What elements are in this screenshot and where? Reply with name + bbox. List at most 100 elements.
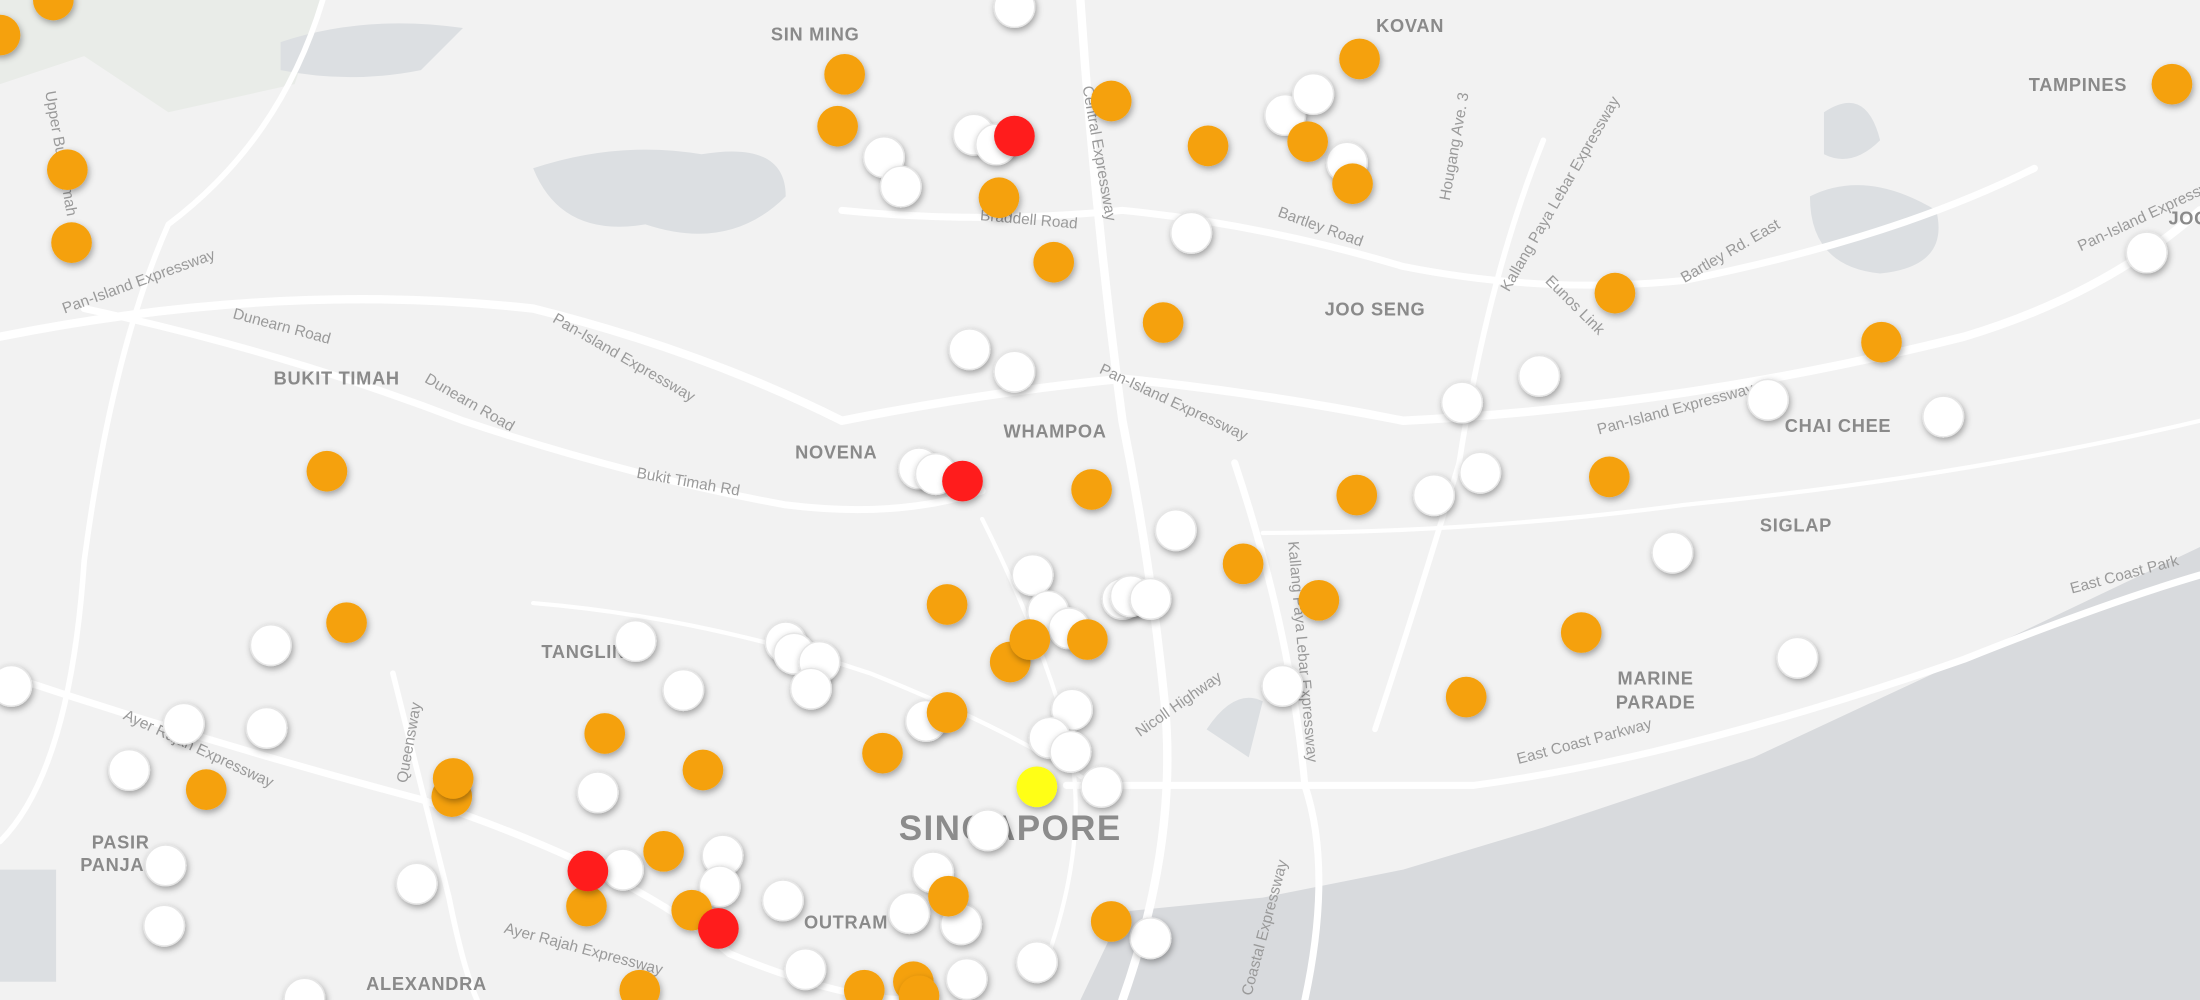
map-marker[interactable] bbox=[1015, 941, 1058, 984]
map-marker[interactable] bbox=[1746, 378, 1789, 421]
map-marker[interactable] bbox=[1033, 241, 1075, 283]
map-marker[interactable] bbox=[576, 771, 619, 814]
map-marker[interactable] bbox=[185, 769, 227, 810]
map-marker[interactable] bbox=[32, 0, 74, 21]
map-marker[interactable] bbox=[245, 706, 288, 749]
map-marker[interactable] bbox=[1339, 38, 1380, 80]
map-marker[interactable] bbox=[162, 702, 205, 745]
map-marker[interactable] bbox=[817, 105, 858, 147]
map-marker[interactable] bbox=[1298, 579, 1340, 621]
map-marker[interactable] bbox=[945, 957, 988, 1000]
map-marker[interactable] bbox=[994, 115, 1035, 157]
map-marker[interactable] bbox=[1336, 474, 1378, 516]
map-marker[interactable] bbox=[1142, 302, 1184, 343]
map-marker[interactable] bbox=[1287, 121, 1328, 162]
district-label: NOVENA bbox=[795, 442, 877, 463]
map-marker[interactable] bbox=[993, 0, 1036, 29]
map-marker[interactable] bbox=[1588, 456, 1630, 498]
map-marker[interactable] bbox=[0, 664, 33, 707]
map-marker[interactable] bbox=[1332, 163, 1373, 205]
map-marker[interactable] bbox=[682, 749, 724, 791]
map-marker[interactable] bbox=[1922, 395, 1965, 438]
map-marker[interactable] bbox=[1651, 531, 1694, 574]
map-marker[interactable] bbox=[698, 865, 741, 908]
map-marker[interactable] bbox=[395, 862, 438, 905]
map-marker[interactable] bbox=[1261, 664, 1304, 707]
map-marker[interactable] bbox=[966, 809, 1009, 852]
map-marker[interactable] bbox=[143, 904, 186, 947]
district-label: CHAI CHEE bbox=[1785, 415, 1892, 436]
map-marker[interactable] bbox=[1292, 72, 1335, 116]
map-marker[interactable] bbox=[1011, 553, 1054, 597]
map-marker[interactable] bbox=[584, 713, 626, 754]
map-marker[interactable] bbox=[761, 879, 804, 922]
map-marker[interactable] bbox=[789, 667, 833, 710]
map-marker[interactable] bbox=[326, 602, 367, 644]
map-marker[interactable] bbox=[2125, 231, 2168, 274]
map-marker[interactable] bbox=[1560, 612, 1602, 653]
map-marker[interactable] bbox=[1080, 765, 1123, 808]
map-marker[interactable] bbox=[993, 350, 1036, 393]
map-marker[interactable] bbox=[1090, 901, 1132, 942]
map-marker[interactable] bbox=[51, 222, 92, 263]
map-marker[interactable] bbox=[1776, 636, 1819, 679]
map-marker[interactable] bbox=[566, 885, 607, 927]
map-marker[interactable] bbox=[2151, 63, 2193, 105]
map-marker[interactable] bbox=[1129, 917, 1172, 960]
map-marker[interactable] bbox=[1445, 676, 1487, 718]
map-marker[interactable] bbox=[144, 844, 187, 887]
map-marker[interactable] bbox=[843, 969, 885, 1000]
map-marker[interactable] bbox=[824, 53, 865, 95]
map-marker[interactable] bbox=[926, 692, 968, 733]
map-marker[interactable] bbox=[1154, 509, 1197, 552]
map-marker[interactable] bbox=[619, 969, 661, 1000]
map-marker[interactable] bbox=[1440, 381, 1484, 424]
map-marker[interactable] bbox=[1594, 272, 1636, 314]
map-marker[interactable] bbox=[567, 850, 609, 892]
map-marker[interactable] bbox=[1412, 474, 1455, 517]
map-marker[interactable] bbox=[1861, 321, 1902, 363]
map-marker[interactable] bbox=[614, 619, 657, 662]
map-marker[interactable] bbox=[942, 460, 983, 502]
district-label: WHAMPOA bbox=[1004, 421, 1107, 442]
map-marker[interactable] bbox=[249, 624, 292, 667]
map-marker[interactable] bbox=[928, 875, 969, 917]
map-marker[interactable] bbox=[432, 758, 474, 799]
district-label: PANJA bbox=[80, 854, 144, 875]
map-marker[interactable] bbox=[1071, 469, 1112, 510]
map-marker[interactable] bbox=[1050, 688, 1093, 731]
map-marker[interactable] bbox=[283, 977, 326, 1000]
map-marker[interactable] bbox=[698, 908, 739, 949]
map-marker[interactable] bbox=[948, 328, 991, 371]
map-marker[interactable] bbox=[978, 177, 1020, 219]
map-marker[interactable] bbox=[47, 149, 88, 191]
map-marker[interactable] bbox=[1187, 125, 1229, 167]
district-label: MARINE bbox=[1618, 667, 1694, 688]
map-marker[interactable] bbox=[306, 450, 348, 492]
map-marker[interactable] bbox=[643, 830, 684, 872]
map-marker[interactable] bbox=[926, 584, 968, 625]
map-marker[interactable] bbox=[1009, 619, 1051, 660]
map-marker[interactable] bbox=[1459, 451, 1502, 494]
map-marker[interactable] bbox=[601, 848, 645, 891]
map-marker[interactable] bbox=[862, 732, 903, 774]
map-marker[interactable] bbox=[898, 975, 940, 1000]
map-marker[interactable] bbox=[1016, 766, 1058, 808]
map-marker[interactable] bbox=[108, 748, 151, 792]
district-label: TAMPINES bbox=[2029, 74, 2127, 95]
map-marker[interactable] bbox=[784, 948, 827, 991]
map-marker[interactable] bbox=[662, 669, 705, 712]
map-marker[interactable] bbox=[1049, 730, 1092, 773]
map-marker[interactable] bbox=[1090, 80, 1132, 122]
map-marker[interactable] bbox=[1518, 354, 1561, 397]
map-marker[interactable] bbox=[0, 14, 21, 56]
map-marker[interactable] bbox=[1067, 619, 1108, 660]
map-marker[interactable] bbox=[1129, 577, 1172, 620]
map-marker[interactable] bbox=[1170, 211, 1213, 254]
district-label: TANGLIN bbox=[541, 641, 626, 662]
map-marker[interactable] bbox=[1222, 543, 1264, 585]
reservoir bbox=[533, 149, 786, 234]
map-marker[interactable] bbox=[888, 892, 931, 935]
map-marker[interactable] bbox=[879, 165, 922, 208]
